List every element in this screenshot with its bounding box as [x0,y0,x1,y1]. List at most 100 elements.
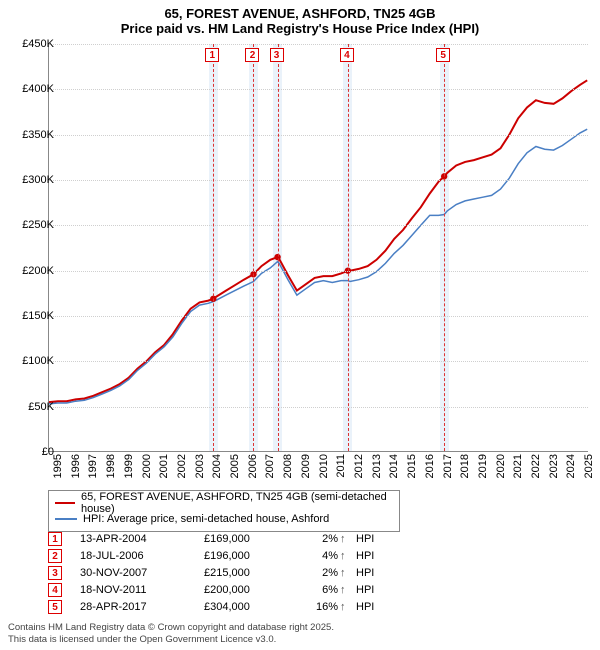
y-axis-label: £250K [8,219,54,231]
gridline [49,89,588,90]
x-axis-label: 2007 [264,454,276,484]
marker-line [348,44,349,451]
x-axis-label: 1995 [52,454,64,484]
transaction-pct: 16% [300,601,340,613]
marker-line [213,44,214,451]
gridline [49,407,588,408]
series-price_paid [49,80,587,402]
transaction-pct: 4% [300,550,340,562]
x-axis-label: 2015 [406,454,418,484]
transaction-date: 18-JUL-2006 [80,550,204,562]
marker-number-box: 1 [205,48,219,62]
transaction-row: 418-NOV-2011£200,0006%↑HPI [48,581,386,598]
transaction-hpi-label: HPI [356,601,386,613]
marker-line [444,44,445,451]
x-axis-label: 2011 [335,454,347,484]
x-axis-label: 2020 [495,454,507,484]
transaction-price: £200,000 [204,584,300,596]
x-axis-label: 2004 [211,454,223,484]
gridline [49,44,588,45]
x-axis-label: 2009 [300,454,312,484]
up-arrow-icon: ↑ [340,550,356,562]
up-arrow-icon: ↑ [340,584,356,596]
transaction-row: 5 28-APR-2017£304,00016%↑HPI [48,598,386,615]
transaction-hpi-label: HPI [356,567,386,579]
y-axis-label: £100K [8,355,54,367]
legend: 65, FOREST AVENUE, ASHFORD, TN25 4GB (se… [48,490,400,532]
transaction-row: 113-APR-2004£169,0002%↑HPI [48,530,386,547]
marker-number-box: 2 [245,48,259,62]
transaction-pct: 2% [300,533,340,545]
transaction-date: 18-NOV-2011 [80,584,204,596]
title-line-1: 65, FOREST AVENUE, ASHFORD, TN25 4GB [0,6,600,21]
y-axis-label: £50K [8,401,54,413]
y-axis-label: £150K [8,310,54,322]
y-axis-label: £200K [8,265,54,277]
x-axis-label: 2017 [442,454,454,484]
x-axis-label: 1998 [105,454,117,484]
marker-line [253,44,254,451]
x-axis-label: 2003 [194,454,206,484]
transaction-date: 28-APR-2017 [80,601,204,613]
y-axis-label: £400K [8,83,54,95]
x-axis-label: 2021 [512,454,524,484]
gridline [49,180,588,181]
transaction-hpi-label: HPI [356,533,386,545]
title-line-2: Price paid vs. HM Land Registry's House … [0,21,600,36]
transaction-date: 13-APR-2004 [80,533,204,545]
x-axis-label: 2013 [371,454,383,484]
x-axis-label: 2005 [229,454,241,484]
legend-label: HPI: Average price, semi-detached house,… [83,513,329,525]
transaction-date: 30-NOV-2007 [80,567,204,579]
up-arrow-icon: ↑ [340,601,356,613]
x-axis-label: 2014 [388,454,400,484]
transaction-number-box: 3 [48,566,62,580]
marker-number-box: 4 [340,48,354,62]
legend-row: 65, FOREST AVENUE, ASHFORD, TN25 4GB (se… [55,495,393,511]
transaction-hpi-label: HPI [356,550,386,562]
footer-line-1: Contains HM Land Registry data © Crown c… [8,622,334,634]
legend-swatch [55,518,77,520]
x-axis-label: 2006 [247,454,259,484]
x-axis-label: 2023 [548,454,560,484]
transaction-number-box: 1 [48,532,62,546]
x-axis-label: 1996 [70,454,82,484]
transaction-price: £215,000 [204,567,300,579]
transaction-hpi-label: HPI [356,584,386,596]
series-hpi [49,129,587,404]
marker-number-box: 5 [436,48,450,62]
x-axis-label: 2002 [176,454,188,484]
x-axis-label: 2010 [318,454,330,484]
x-axis-label: 2022 [530,454,542,484]
gridline [49,316,588,317]
y-axis-label: £300K [8,174,54,186]
marker-number-box: 3 [270,48,284,62]
transaction-row: 218-JUL-2006£196,0004%↑HPI [48,547,386,564]
footer-line-2: This data is licensed under the Open Gov… [8,634,334,646]
gridline [49,271,588,272]
footer: Contains HM Land Registry data © Crown c… [8,622,334,646]
transaction-price: £196,000 [204,550,300,562]
up-arrow-icon: ↑ [340,567,356,579]
chart-svg [49,44,588,451]
transaction-price: £169,000 [204,533,300,545]
chart-title: 65, FOREST AVENUE, ASHFORD, TN25 4GB Pri… [0,0,600,36]
x-axis-label: 2019 [477,454,489,484]
x-axis-label: 2016 [424,454,436,484]
legend-swatch [55,502,75,505]
gridline [49,135,588,136]
x-axis-label: 1997 [87,454,99,484]
x-axis-label: 2012 [353,454,365,484]
y-axis-label: £450K [8,38,54,50]
x-axis-label: 2025 [583,454,595,484]
gridline [49,225,588,226]
x-axis-label: 2018 [459,454,471,484]
price-chart [48,44,588,452]
legend-label: 65, FOREST AVENUE, ASHFORD, TN25 4GB (se… [81,491,393,515]
transaction-pct: 6% [300,584,340,596]
y-axis-label: £350K [8,129,54,141]
x-axis-label: 1999 [123,454,135,484]
transaction-number-box: 5 [48,600,62,614]
x-axis-label: 2024 [565,454,577,484]
transaction-price: £304,000 [204,601,300,613]
